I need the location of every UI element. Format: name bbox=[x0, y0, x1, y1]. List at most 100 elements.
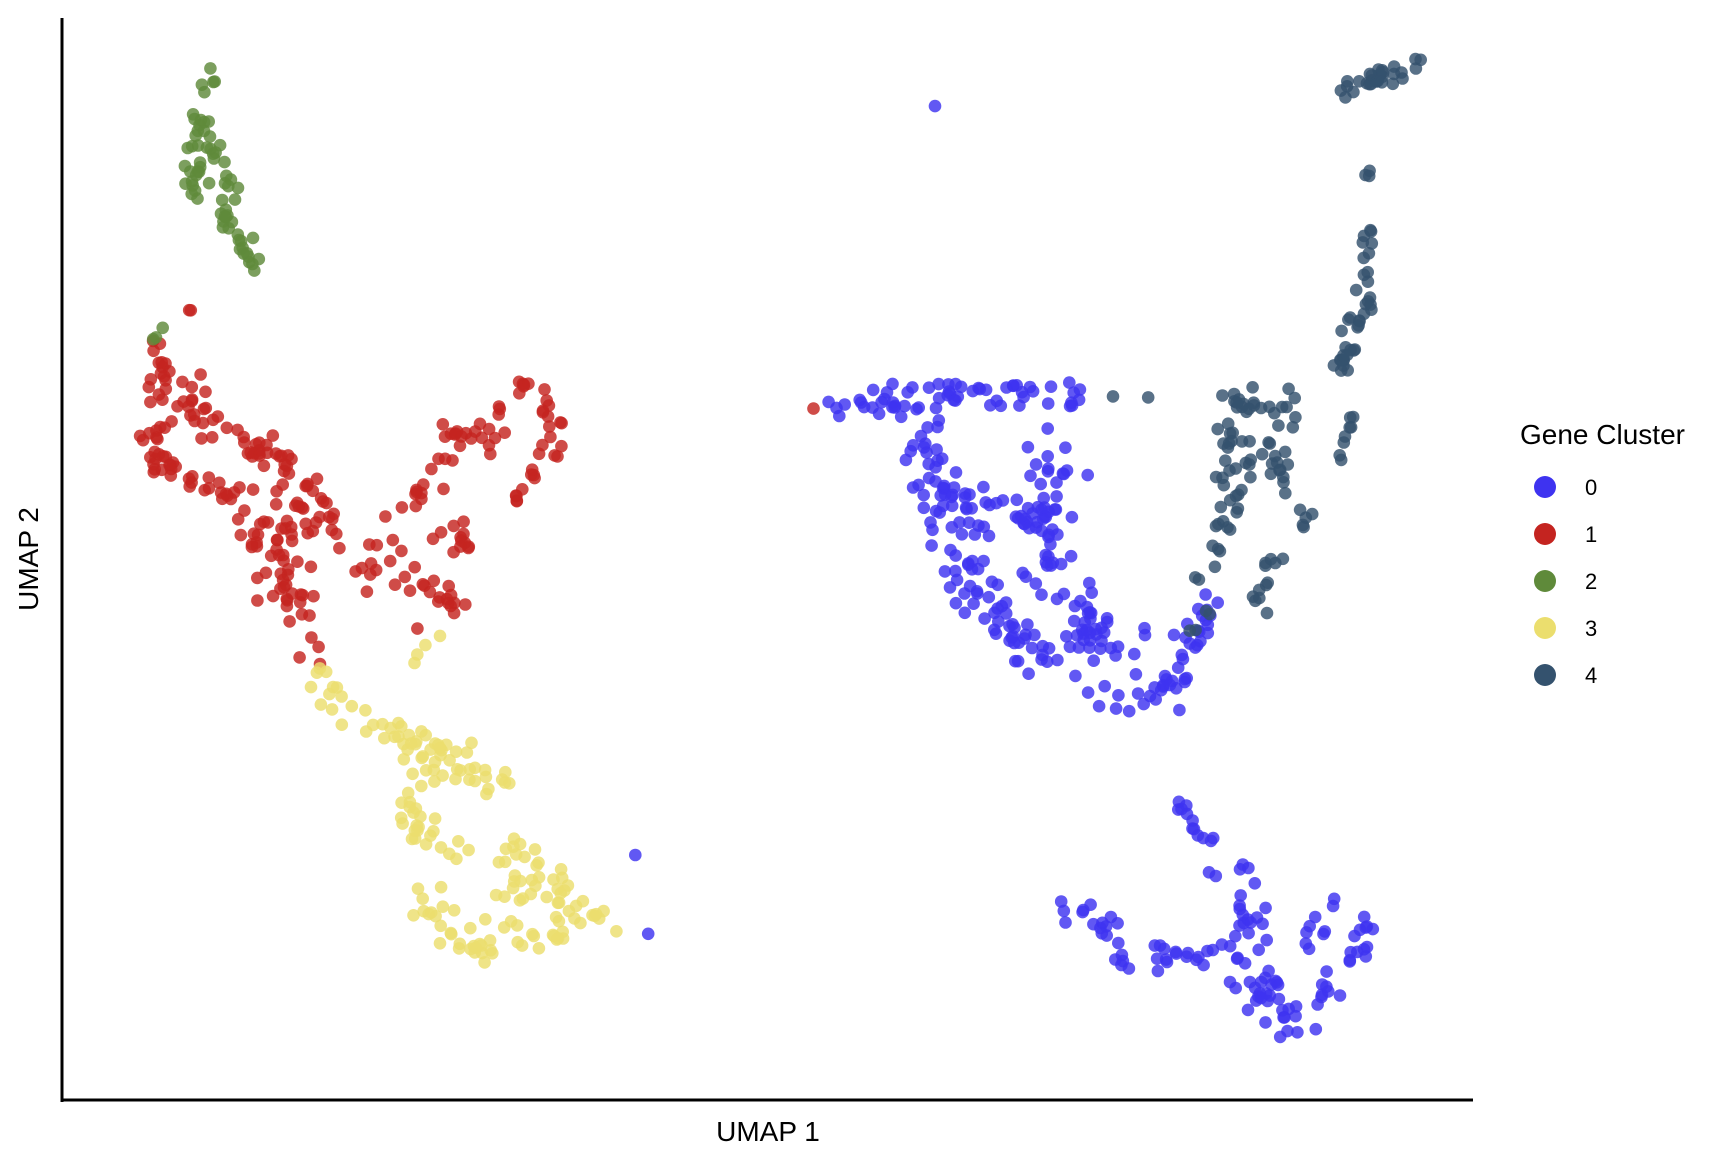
point-cluster-3 bbox=[427, 763, 441, 777]
point-cluster-0 bbox=[1128, 647, 1141, 661]
point-cluster-3 bbox=[397, 753, 411, 766]
point-cluster-0 bbox=[943, 581, 957, 594]
point-cluster-0 bbox=[1050, 490, 1063, 503]
point-cluster-1 bbox=[522, 377, 535, 391]
point-cluster-1 bbox=[301, 526, 315, 540]
point-cluster-4 bbox=[1213, 544, 1227, 558]
point-cluster-2 bbox=[203, 130, 217, 143]
point-cluster-1 bbox=[427, 574, 441, 588]
point-cluster-0 bbox=[1291, 1026, 1304, 1039]
point-cluster-0 bbox=[922, 381, 936, 395]
point-cluster-0 bbox=[1076, 905, 1089, 919]
point-cluster-0 bbox=[1060, 464, 1074, 477]
point-cluster-0 bbox=[1087, 654, 1100, 667]
point-cluster-3 bbox=[526, 927, 539, 941]
point-cluster-0 bbox=[1085, 586, 1098, 599]
point-cluster-1 bbox=[156, 393, 169, 407]
point-cluster-0 bbox=[1262, 964, 1275, 978]
point-cluster-0 bbox=[1089, 622, 1102, 636]
point-cluster-1 bbox=[395, 501, 409, 514]
point-cluster-1 bbox=[257, 459, 271, 473]
point-cluster-3 bbox=[397, 737, 410, 751]
point-cluster-0 bbox=[1050, 476, 1063, 489]
point-cluster-1 bbox=[447, 519, 461, 533]
point-cluster-1 bbox=[296, 588, 310, 602]
point-cluster-1 bbox=[425, 462, 438, 476]
point-cluster-0 bbox=[910, 402, 923, 416]
point-cluster-3 bbox=[401, 786, 415, 800]
point-cluster-1 bbox=[206, 413, 220, 427]
point-cluster-2 bbox=[246, 257, 259, 271]
point-cluster-3 bbox=[479, 913, 492, 926]
point-cluster-0 bbox=[935, 452, 949, 466]
point-cluster-3 bbox=[551, 932, 565, 945]
point-cluster-0 bbox=[875, 396, 888, 409]
point-cluster-1 bbox=[282, 467, 296, 480]
point-cluster-4 bbox=[1268, 449, 1282, 463]
point-cluster-1 bbox=[379, 510, 392, 523]
point-cluster-0 bbox=[988, 623, 1001, 637]
point-cluster-4 bbox=[1217, 437, 1230, 450]
point-cluster-0 bbox=[1273, 1030, 1287, 1044]
point-cluster-1 bbox=[543, 420, 556, 433]
series-cluster-0 bbox=[629, 99, 1380, 1044]
point-cluster-0 bbox=[1343, 955, 1357, 968]
point-cluster-1 bbox=[213, 476, 226, 490]
point-cluster-3 bbox=[507, 840, 520, 853]
point-cluster-0 bbox=[1026, 385, 1040, 398]
point-cluster-3 bbox=[415, 779, 428, 793]
point-cluster-0 bbox=[1299, 937, 1313, 950]
point-cluster-0 bbox=[1181, 946, 1195, 960]
point-cluster-2 bbox=[184, 165, 197, 178]
point-cluster-3 bbox=[403, 800, 417, 814]
point-cluster-1 bbox=[164, 458, 177, 472]
point-cluster-3 bbox=[528, 843, 542, 856]
point-cluster-3 bbox=[530, 859, 543, 872]
point-cluster-0 bbox=[1021, 618, 1034, 631]
point-cluster-4 bbox=[1347, 85, 1360, 99]
point-cluster-0 bbox=[1183, 637, 1197, 650]
point-cluster-1 bbox=[280, 514, 294, 528]
point-cluster-0 bbox=[949, 596, 963, 610]
point-cluster-0 bbox=[1173, 703, 1186, 717]
legend-label-3: 3 bbox=[1585, 616, 1597, 641]
point-cluster-0 bbox=[1083, 606, 1097, 619]
point-cluster-0 bbox=[958, 487, 972, 500]
point-cluster-0 bbox=[937, 479, 951, 493]
point-cluster-0 bbox=[929, 401, 943, 415]
point-cluster-0 bbox=[979, 383, 993, 397]
point-cluster-0 bbox=[1037, 491, 1050, 505]
point-cluster-0 bbox=[984, 399, 997, 412]
point-cluster-3 bbox=[388, 730, 401, 744]
point-cluster-0 bbox=[1254, 975, 1268, 989]
point-cluster-4 bbox=[1334, 364, 1348, 377]
point-cluster-0 bbox=[949, 564, 962, 578]
point-cluster-1 bbox=[482, 439, 496, 452]
point-cluster-0 bbox=[1259, 1016, 1272, 1029]
point-cluster-0 bbox=[1112, 689, 1125, 702]
legend-label-4: 4 bbox=[1585, 663, 1597, 688]
point-cluster-4 bbox=[1364, 225, 1378, 238]
point-cluster-0 bbox=[1003, 619, 1016, 633]
point-cluster-3 bbox=[465, 736, 478, 750]
point-cluster-0 bbox=[1104, 641, 1118, 655]
point-cluster-4 bbox=[1279, 486, 1292, 500]
point-cluster-0 bbox=[906, 481, 920, 494]
point-cluster-2 bbox=[231, 181, 245, 195]
point-cluster-0 bbox=[1063, 640, 1077, 654]
point-cluster-0 bbox=[1137, 697, 1150, 711]
point-cluster-3 bbox=[562, 904, 576, 918]
point-cluster-1 bbox=[148, 463, 161, 476]
point-cluster-0 bbox=[949, 466, 963, 479]
point-cluster-3 bbox=[473, 937, 487, 951]
point-cluster-0 bbox=[1059, 441, 1072, 455]
point-cluster-0 bbox=[641, 927, 655, 941]
point-cluster-1 bbox=[436, 418, 450, 431]
point-cluster-0 bbox=[1041, 422, 1054, 435]
point-cluster-3 bbox=[422, 907, 436, 921]
point-cluster-3 bbox=[478, 956, 491, 969]
point-cluster-0 bbox=[965, 502, 978, 515]
point-cluster-0 bbox=[1249, 994, 1263, 1007]
point-cluster-0 bbox=[921, 421, 934, 434]
point-cluster-1 bbox=[408, 560, 422, 574]
